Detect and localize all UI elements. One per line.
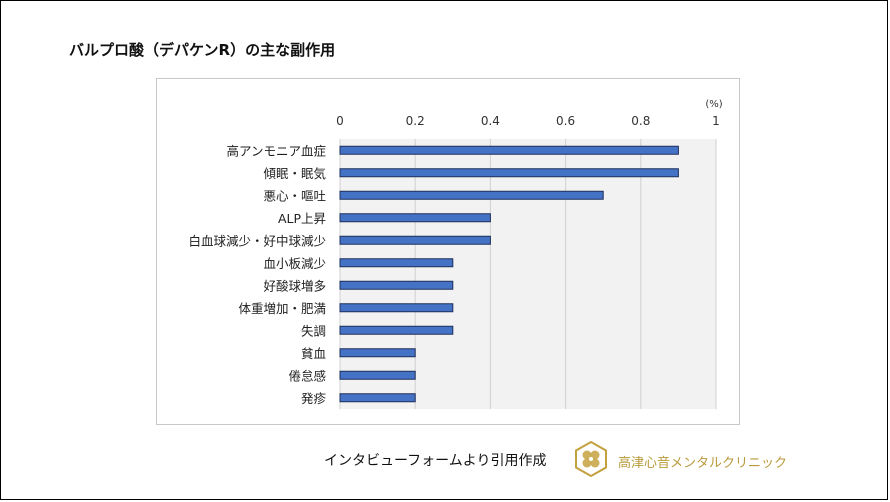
category-label: 体重増加・肥満 — [238, 301, 326, 316]
unit-label: (%) — [705, 99, 722, 110]
x-tick-label: 0.4 — [481, 114, 500, 128]
chart-container: 0 0.2 0.4 0.6 0.8 1 (%) 高アンモニア血症傾眠・眠気悪心・嘔吐 ALP… — [156, 78, 740, 425]
bar — [339, 235, 491, 245]
clover-hexagon-logo — [573, 440, 609, 478]
x-tick-labels: 0 0.2 0.4 0.6 0.8 1 — [336, 114, 720, 128]
bar — [339, 370, 416, 380]
x-tick-label: 0 — [336, 114, 344, 128]
clinic-name: 高津心音メンタルクリニック — [618, 456, 788, 471]
x-tick-label: 0.8 — [631, 114, 650, 128]
bar — [339, 145, 679, 155]
category-label: 失調 — [301, 323, 326, 338]
bar — [339, 303, 454, 313]
bar — [339, 258, 454, 268]
bar — [339, 280, 454, 290]
plot-area — [340, 139, 716, 409]
category-label: 血小板減少 — [263, 256, 326, 271]
category-label: ALP上昇 — [278, 211, 326, 226]
x-tick-label: 0.2 — [406, 114, 425, 128]
bar — [339, 190, 604, 200]
bar — [339, 348, 416, 358]
category-label: 傾眠・眠気 — [263, 166, 326, 181]
source-note: インタビューフォームより引用作成 — [324, 453, 547, 469]
bar — [339, 393, 416, 403]
category-label: 発疹 — [301, 391, 327, 406]
x-tick-label: 0.6 — [556, 114, 575, 128]
gridlines — [339, 139, 717, 409]
x-tick-label: 1 — [712, 114, 720, 128]
bar — [339, 213, 491, 223]
category-label: 悪心・嘔吐 — [263, 188, 326, 203]
page-title: バルプロ酸（デパケンR）の主な副作用 — [69, 41, 336, 59]
category-label: 白血球減少・好中球減少 — [188, 233, 326, 248]
bars — [339, 145, 679, 403]
bar — [339, 325, 454, 335]
category-label: 高アンモニア血症 — [226, 143, 326, 158]
category-label: 貧血 — [301, 346, 326, 361]
category-label: 倦怠感 — [288, 368, 326, 383]
category-label: 好酸球増多 — [263, 278, 326, 293]
bar — [339, 168, 679, 178]
